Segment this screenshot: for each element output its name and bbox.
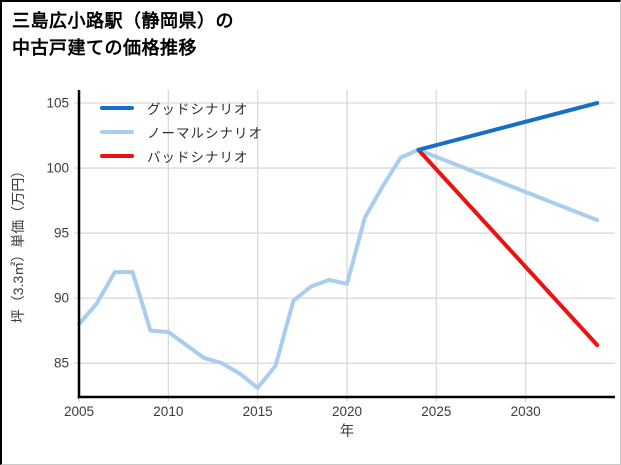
- x-tick-label: 2015: [243, 404, 273, 419]
- legend-label-normal: ノーマルシナリオ: [147, 126, 263, 141]
- x-tick-label: 2025: [421, 404, 451, 419]
- legend-label-good: グッドシナリオ: [147, 102, 249, 117]
- y-axis-label: 坪（3.3㎡）単価（万円）: [10, 164, 26, 323]
- bad-scenario-line-icon: [100, 154, 134, 158]
- chart-title-line2: 中古戸建ての価格推移: [12, 38, 197, 58]
- normal-scenario-line-icon: [100, 130, 134, 134]
- y-tick-label: 90: [54, 291, 69, 306]
- y-tick-label: 105: [46, 96, 69, 111]
- x-tick-label: 2030: [511, 404, 541, 419]
- y-tick-label: 100: [46, 161, 69, 176]
- legend-item-good-scenario: グッドシナリオ: [100, 96, 263, 120]
- series-bad-line: [416, 147, 600, 347]
- series-normal-line: [416, 147, 600, 223]
- x-tick-label: 2010: [153, 404, 183, 419]
- x-tick-label: 2005: [64, 404, 94, 419]
- x-tick-label: 2020: [332, 404, 362, 419]
- x-axis-label: 年: [340, 423, 355, 440]
- series-good-line: [416, 101, 600, 152]
- legend-label-bad: バッドシナリオ: [147, 150, 249, 165]
- legend-item-bad-scenario: バッドシナリオ: [100, 144, 263, 168]
- y-tick-label: 85: [54, 356, 69, 371]
- chart-legend: グッドシナリオ ノーマルシナリオ バッドシナリオ: [100, 96, 263, 168]
- chart-title: 三島広小路駅（静岡県）の 中古戸建ての価格推移: [12, 8, 234, 62]
- good-scenario-line-icon: [100, 106, 134, 110]
- y-tick-label: 95: [54, 226, 69, 241]
- series-history-line: [77, 147, 421, 390]
- legend-item-normal-scenario: ノーマルシナリオ: [100, 120, 263, 144]
- chart-title-line1: 三島広小路駅（静岡県）の: [12, 11, 234, 31]
